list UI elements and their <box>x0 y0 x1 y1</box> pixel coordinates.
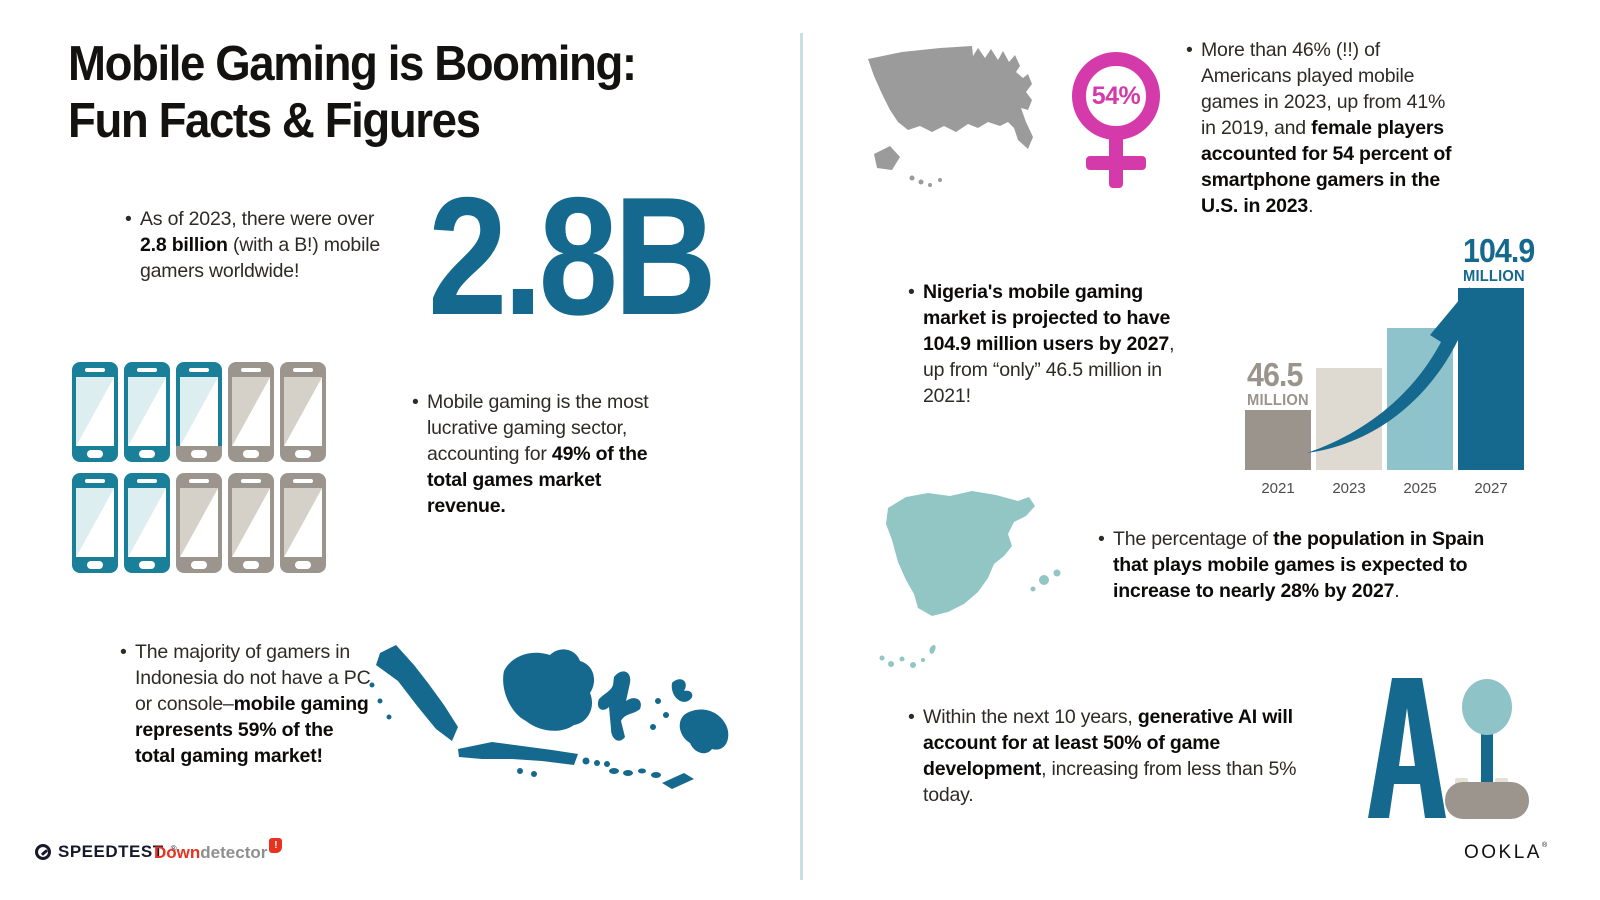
fact-spain: • The percentage of the population in Sp… <box>1098 528 1485 602</box>
bar-col-2027: 2027 <box>1458 288 1524 497</box>
ookla-wordmark: OOKLA <box>1464 842 1542 863</box>
indonesia-map <box>369 645 729 789</box>
page-title: Mobile Gaming is Booming: Fun Facts & Fi… <box>68 36 637 151</box>
downdetector-wordmark-rest: detector <box>200 843 268 862</box>
phone-icon-full <box>72 362 118 462</box>
phone-icon-empty <box>176 473 222 573</box>
joystick-button <box>1455 778 1468 785</box>
joystick-button <box>1495 778 1508 785</box>
bar-year-label-2027: 2027 <box>1474 480 1508 497</box>
downdetector-logo: Down detector ! <box>154 838 283 863</box>
phone-icon-empty <box>280 473 326 573</box>
fact-generative-ai: • Within the next 10 years, generative A… <box>908 706 1297 806</box>
registered-mark: ® <box>1541 842 1550 849</box>
bar-year-label-2023: 2023 <box>1332 480 1366 497</box>
phone-icon-full <box>72 473 118 573</box>
spain-map <box>879 491 1061 668</box>
speedtest-gauge-icon <box>35 844 51 860</box>
title-line-2: Fun Facts & Figures <box>68 94 481 149</box>
downdetector-alert-icon: ! <box>269 838 283 853</box>
fact-nigeria: • Nigeria's mobile gaming market is proj… <box>908 281 1175 407</box>
bar-year-label-2021: 2021 <box>1261 480 1295 497</box>
value-label-2027: 104.9 MILLION <box>1463 232 1535 285</box>
ai-joystick-graphic <box>1335 662 1550 822</box>
bar-col-2023: 2023 <box>1316 368 1382 497</box>
phone-icon-empty <box>228 473 274 573</box>
value-label-2021: 46.5 MILLION <box>1247 356 1309 409</box>
bar-2023 <box>1316 368 1382 470</box>
stat-54-percent: 54% <box>1091 81 1141 110</box>
bar-2021 <box>1245 410 1311 470</box>
female-symbol: 54% <box>1072 52 1160 190</box>
registered-mark: ® <box>170 843 177 853</box>
joystick-base <box>1445 782 1529 819</box>
bullet-dot: • <box>412 391 419 413</box>
nigeria-users-chart: 2021 2023 2025 2027 46.5 MILLION 104.9 MILL… <box>1245 234 1535 497</box>
ookla-logo: OOKLA® <box>1464 842 1550 864</box>
speedtest-logo: SPEEDTEST ® <box>35 842 177 862</box>
phone-icon-empty <box>228 362 274 462</box>
bullet-dot: • <box>1098 528 1105 550</box>
joystick-stick <box>1481 732 1493 786</box>
joystick-ball <box>1462 679 1512 735</box>
speedtest-wordmark: SPEEDTEST <box>58 842 164 861</box>
phone-icon-partial <box>176 362 222 462</box>
bar-col-2025: 2025 <box>1387 328 1453 497</box>
bar-year-label-2025: 2025 <box>1403 480 1437 497</box>
bullet-dot: • <box>908 281 915 303</box>
bullet-dot: • <box>908 706 915 728</box>
female-symbol-ring: 54% <box>1072 52 1160 140</box>
phones-grid <box>72 362 326 573</box>
bar-2025 <box>1387 328 1453 470</box>
stat-2-8b: 2.8B <box>428 162 717 350</box>
center-divider <box>800 33 803 880</box>
downdetector-wordmark-bold: Down <box>154 843 201 862</box>
bar-col-2021: 2021 <box>1245 410 1311 497</box>
bullet-dot: • <box>120 641 127 663</box>
phone-icon-full <box>124 362 170 462</box>
fact-us-players: • More than 46% (!!) of Americans played… <box>1186 39 1452 217</box>
bullet-dot: • <box>125 208 132 230</box>
bullet-dot: • <box>1186 39 1193 61</box>
us-map <box>868 46 1033 187</box>
phone-icon-empty <box>280 362 326 462</box>
female-symbol-crossbar <box>1086 156 1146 170</box>
title-line-1: Mobile Gaming is Booming: <box>68 37 637 91</box>
bar-2027 <box>1458 288 1524 470</box>
fact-revenue: • Mobile gaming is the most lucrative ga… <box>412 391 649 517</box>
letter-a-icon <box>1368 678 1446 818</box>
fact-indonesia: • The majority of gamers in Indonesia do… <box>120 641 371 767</box>
fact-worldwide-gamers: • As of 2023, there were over 2.8 billio… <box>125 208 380 282</box>
phone-icon-full <box>124 473 170 573</box>
